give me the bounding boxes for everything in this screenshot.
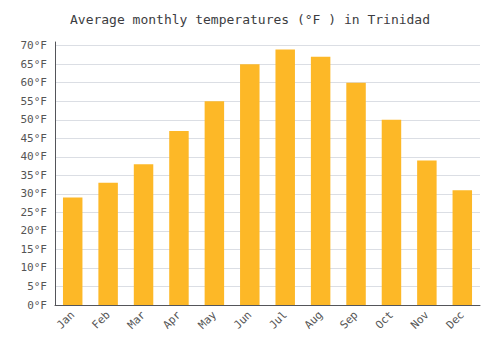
svg-text:10°F: 10°F: [21, 261, 48, 274]
svg-text:Aug: Aug: [302, 308, 325, 331]
svg-text:45°F: 45°F: [21, 132, 48, 145]
svg-text:65°F: 65°F: [21, 58, 48, 71]
svg-text:30°F: 30°F: [21, 187, 48, 200]
svg-text:Jul: Jul: [267, 308, 290, 331]
svg-text:Average monthly temperatures (: Average monthly temperatures (°F ) in Tr…: [70, 12, 430, 27]
svg-text:Jan: Jan: [54, 308, 77, 331]
svg-text:20°F: 20°F: [21, 224, 48, 237]
svg-text:50°F: 50°F: [21, 113, 48, 126]
svg-text:5°F: 5°F: [27, 280, 47, 293]
svg-text:40°F: 40°F: [21, 150, 48, 163]
svg-text:Dec: Dec: [444, 308, 467, 331]
svg-text:Apr: Apr: [160, 308, 183, 331]
svg-text:35°F: 35°F: [21, 169, 48, 182]
svg-text:15°F: 15°F: [21, 243, 48, 256]
svg-text:Jun: Jun: [231, 308, 254, 331]
svg-text:Sep: Sep: [337, 308, 360, 331]
svg-text:0°F: 0°F: [27, 299, 47, 312]
svg-text:25°F: 25°F: [21, 206, 48, 219]
svg-text:60°F: 60°F: [21, 76, 48, 89]
svg-text:Oct: Oct: [373, 308, 396, 331]
svg-text:Mar: Mar: [125, 308, 148, 331]
svg-text:70°F: 70°F: [21, 39, 48, 52]
svg-text:Nov: Nov: [408, 308, 431, 331]
svg-text:May: May: [196, 308, 219, 331]
svg-text:Feb: Feb: [89, 308, 112, 331]
svg-text:55°F: 55°F: [21, 95, 48, 108]
